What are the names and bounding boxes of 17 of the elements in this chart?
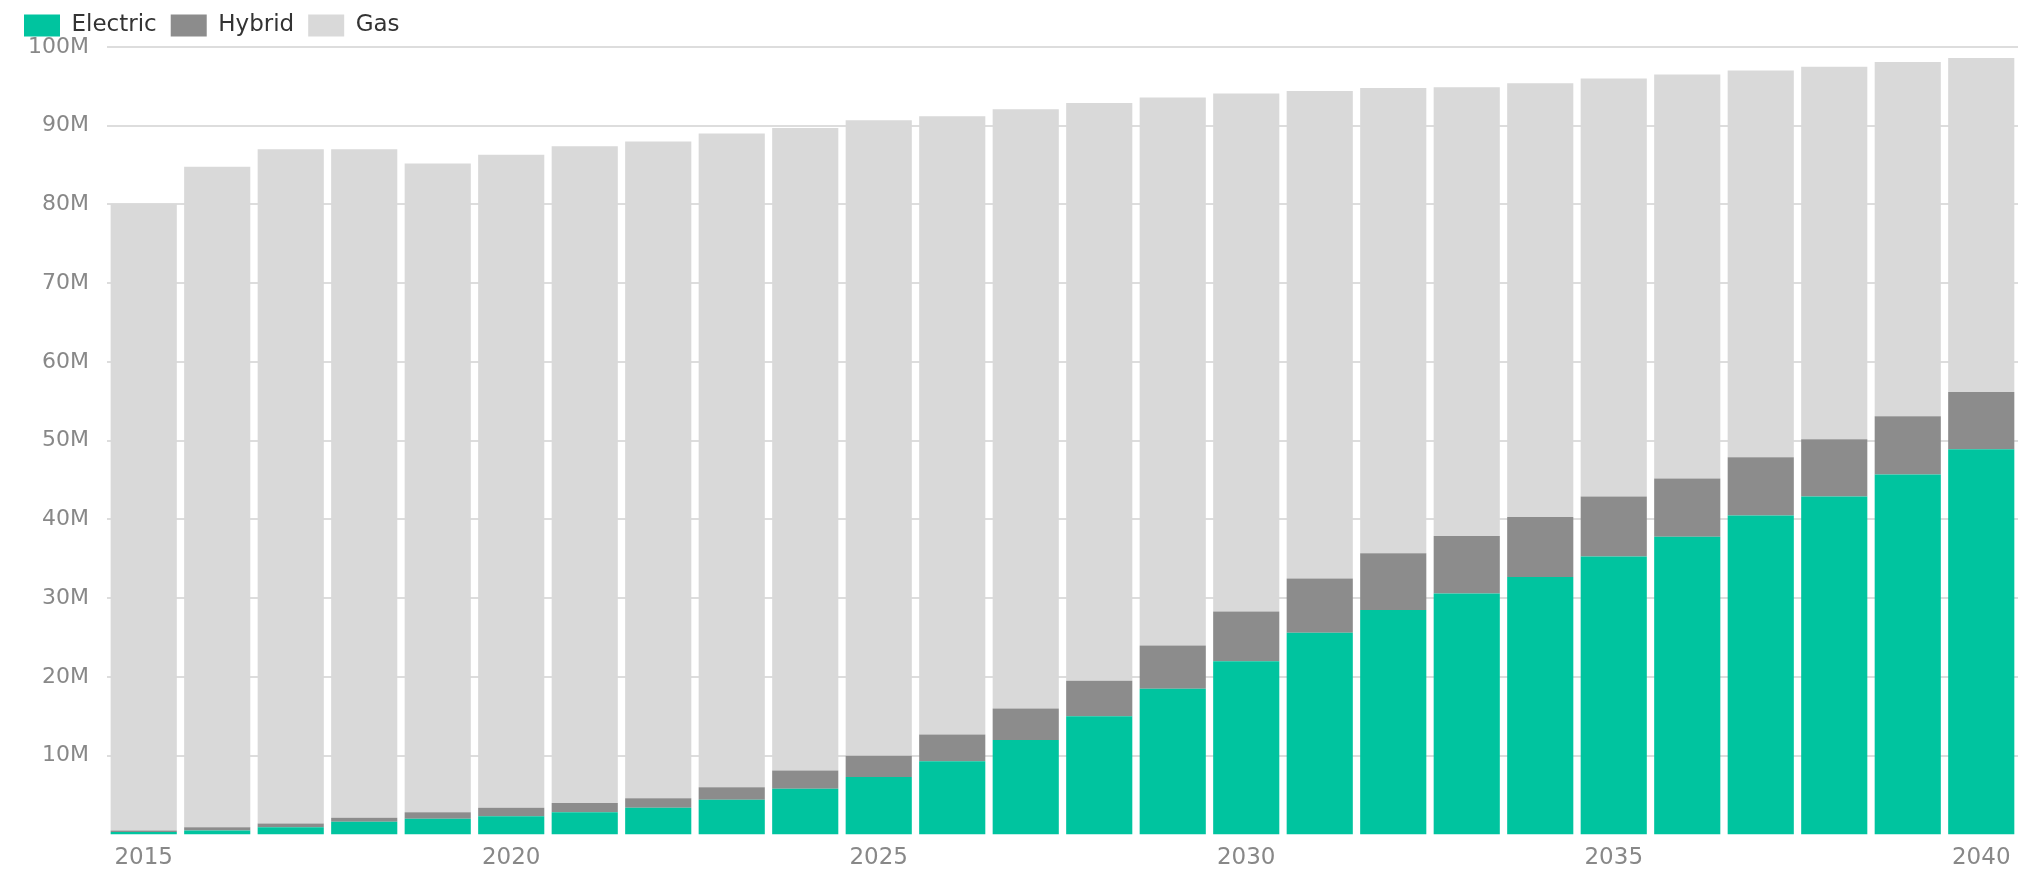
legend-label: Hybrid: [218, 10, 295, 37]
legend-label: Gas: [355, 10, 400, 37]
x-tick-label: 2020: [481, 843, 541, 870]
y-tick-label: 70M: [41, 268, 89, 294]
x-tick-label: 2035: [1584, 843, 1644, 870]
y-tick-label: 10M: [41, 741, 89, 767]
y-tick-label: 40M: [41, 505, 89, 531]
y-tick-label: 80M: [41, 190, 89, 216]
x-tick-label: 2040: [1951, 843, 2011, 870]
y-tick-label: 50M: [41, 426, 89, 452]
y-tick-label: 60M: [41, 347, 89, 373]
x-tick-label: 2025: [849, 843, 909, 870]
x-tick-label: 2015: [114, 843, 173, 870]
y-tick-label: 20M: [41, 662, 89, 688]
y-tick-label: 30M: [41, 583, 89, 609]
x-tick-label: 2030: [1216, 843, 1276, 870]
y-tick-label: 90M: [41, 111, 89, 137]
